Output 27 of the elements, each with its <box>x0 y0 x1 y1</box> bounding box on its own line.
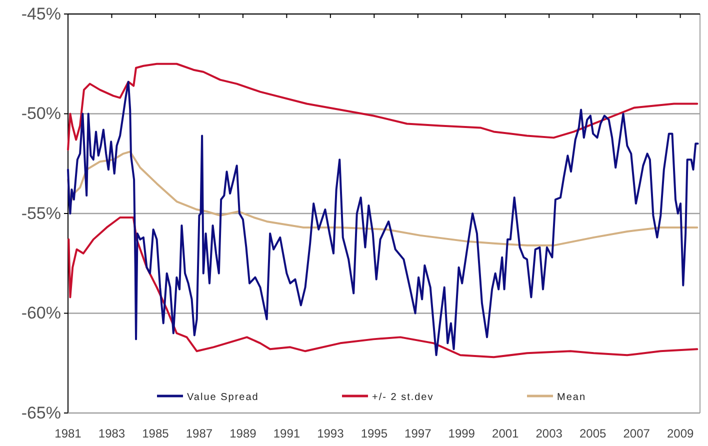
x-tick-label: 2001 <box>492 426 520 441</box>
x-tick-label: 2009 <box>666 426 694 441</box>
line-series <box>67 80 699 356</box>
x-tick-label: 1995 <box>360 426 388 441</box>
x-tick-label: 1993 <box>317 426 344 441</box>
y-tick-label: -65% <box>21 403 61 422</box>
x-tick-label: 2005 <box>579 426 607 441</box>
line-series <box>67 62 698 151</box>
x-tick-label: 2007 <box>623 426 650 441</box>
y-tick-label: -60% <box>21 304 61 323</box>
x-tick-label: 1989 <box>230 426 257 441</box>
line-series <box>68 216 698 358</box>
y-tick-label: -45% <box>21 4 61 24</box>
x-tick-label: 1991 <box>273 426 300 441</box>
legend-label: Value Spread <box>187 392 259 403</box>
x-tick-label: 2003 <box>536 426 563 441</box>
x-tick-label: 1981 <box>54 426 82 441</box>
y-tick-label: -50% <box>21 104 61 124</box>
legend-label: +/- 2 st.dev <box>372 392 434 403</box>
x-tick-label: 1983 <box>98 426 126 441</box>
y-tick-label: -55% <box>21 204 61 223</box>
x-tick-label: 1997 <box>404 426 432 441</box>
x-tick-label: 1987 <box>186 426 213 441</box>
x-tick-label: 1999 <box>448 426 476 441</box>
x-tick-label: 1985 <box>142 426 170 441</box>
legend-label: Mean <box>557 392 586 403</box>
line-series <box>67 150 698 246</box>
